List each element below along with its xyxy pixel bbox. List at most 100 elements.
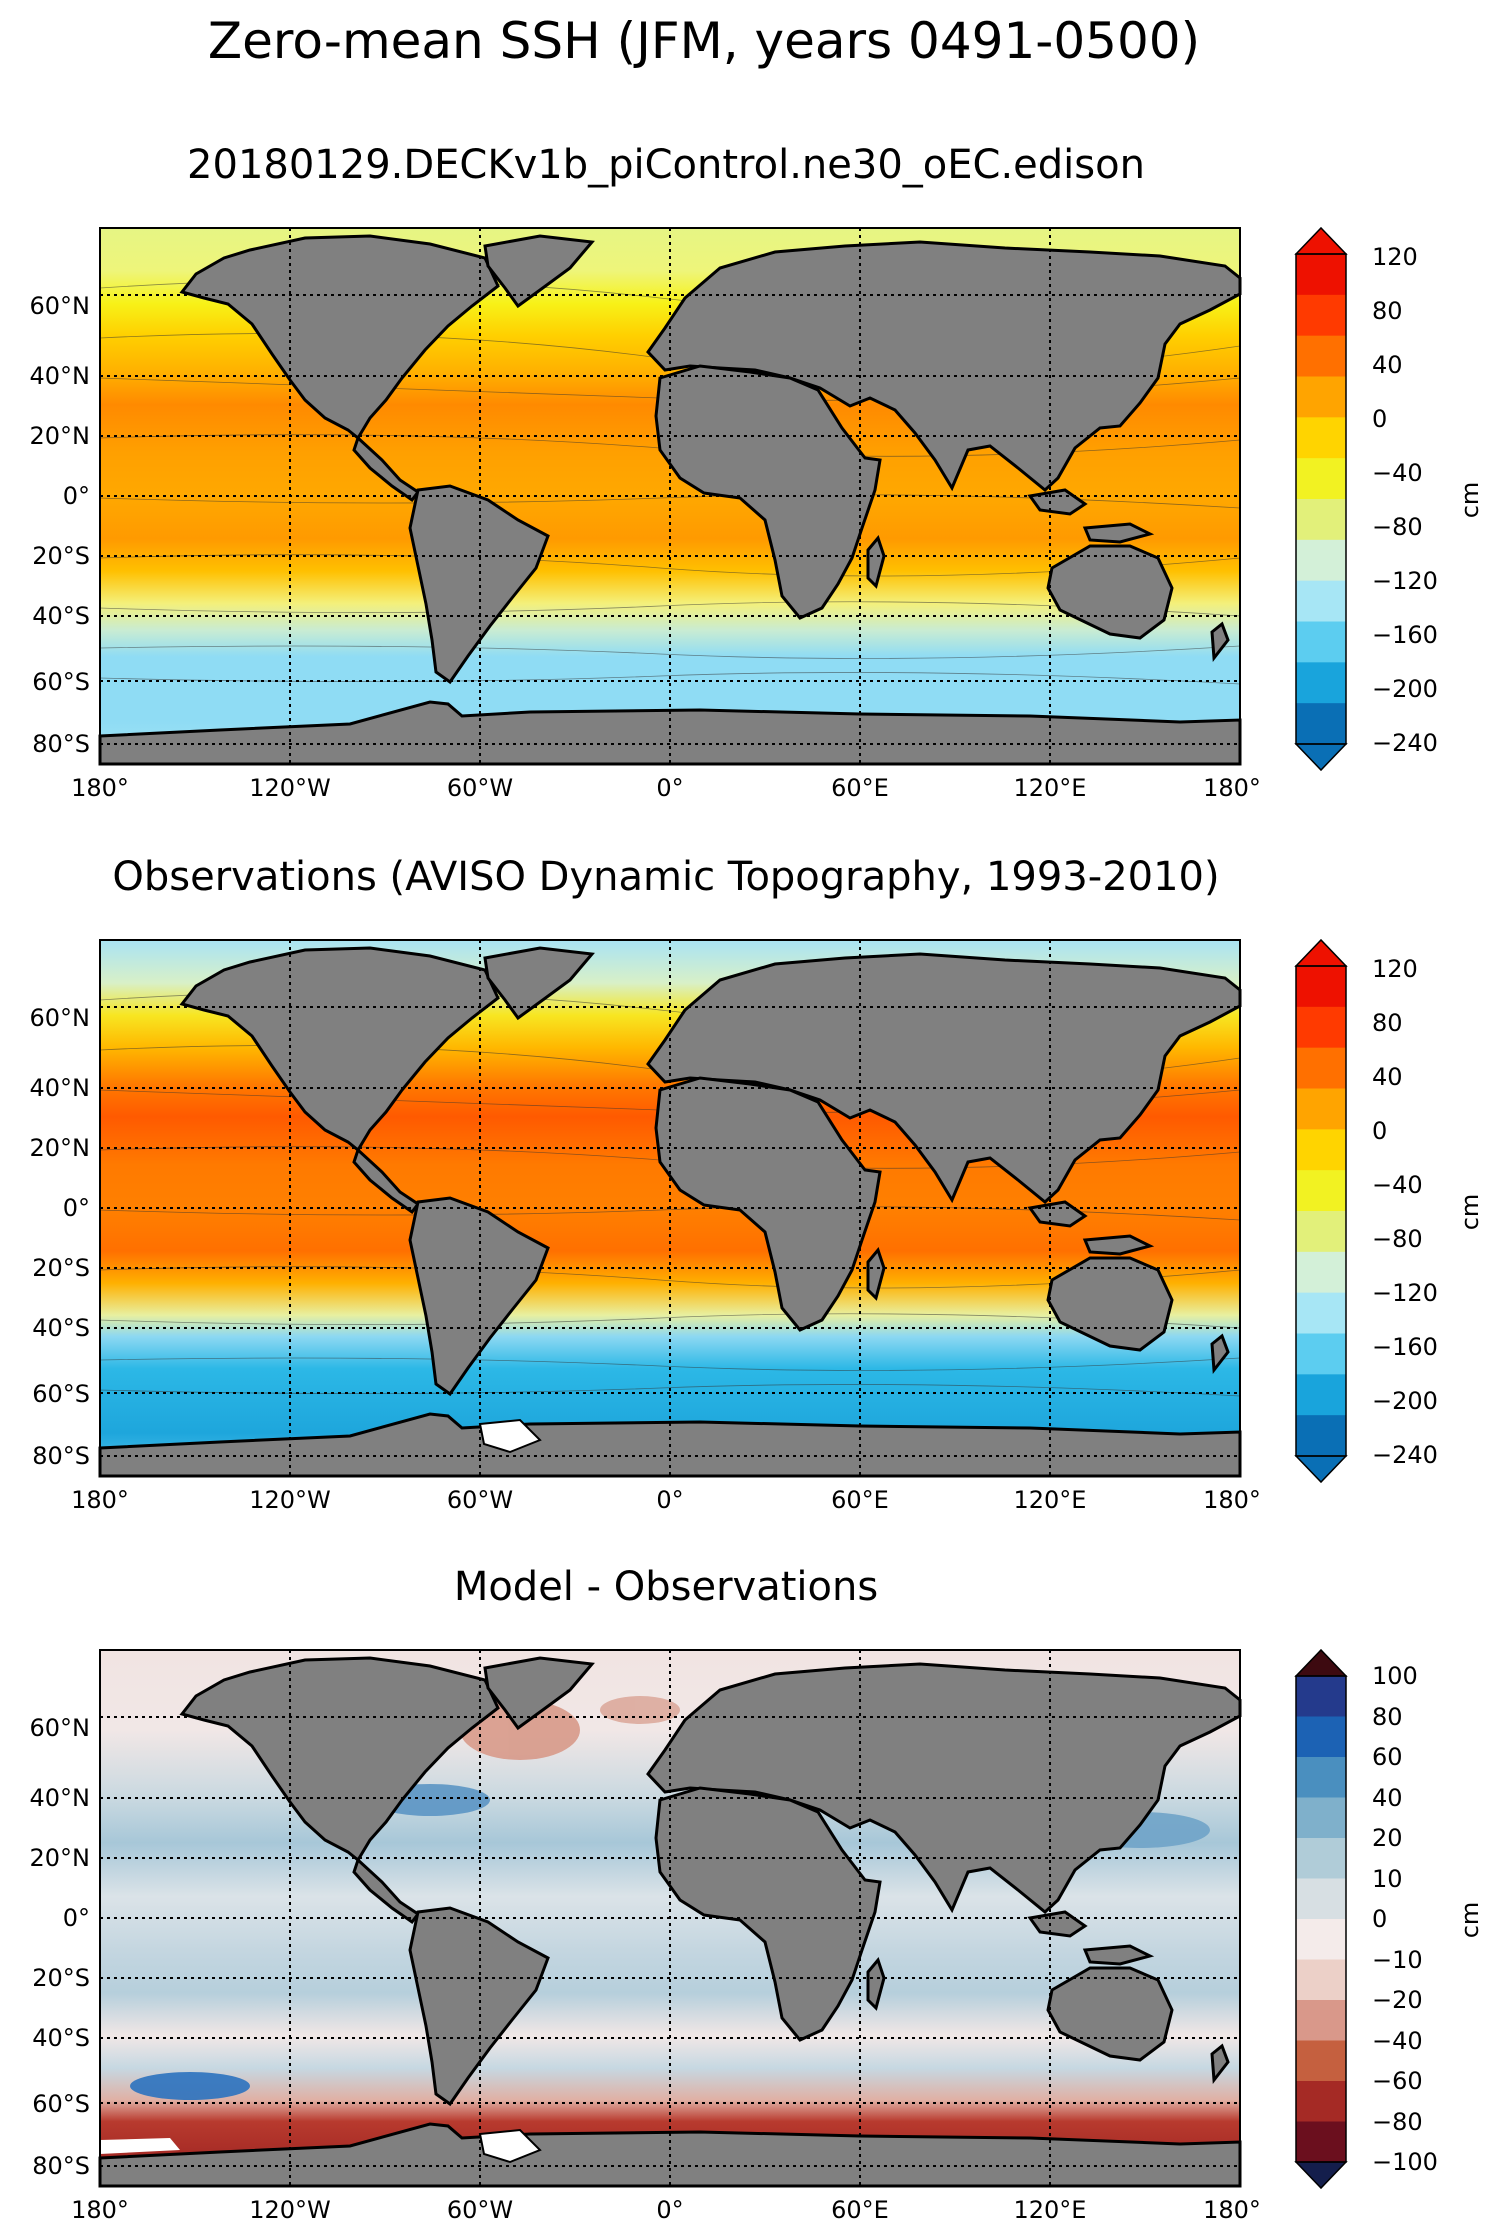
xtick-label: 120°E [1014, 1486, 1087, 1514]
gridlines-difference [100, 1650, 1240, 2186]
panel-difference: Model - Observations [30, 1564, 1485, 2224]
colorbar-tick: −40 [1372, 459, 1423, 487]
panel-model: 20180129.DECKv1b_piControl.ne30_oEC.edis… [30, 142, 1485, 802]
ytick-label: 60°S [32, 1380, 90, 1408]
figure-title: Zero-mean SSH (JFM, years 0491-0500) [208, 12, 1200, 70]
colorbar-tick: −200 [1372, 675, 1438, 703]
panel-observations: Observations (AVISO Dynamic Topography, … [30, 854, 1485, 1514]
colorbar-tick: −20 [1372, 1986, 1423, 2014]
colorbar-tick: −10 [1372, 1946, 1423, 1974]
ytick-label: 40°N [30, 1074, 91, 1102]
colorbar-segment [1296, 1676, 1346, 1717]
colorbar-segment [1296, 294, 1346, 337]
colorbar-segment [1296, 1170, 1346, 1212]
xtick-label: 180° [1203, 2196, 1261, 2224]
xtick-label: 180° [71, 2196, 129, 2224]
colorbar-tick: −40 [1372, 1171, 1423, 1199]
colorbar-segment [1296, 1006, 1346, 1049]
colorbar-tick: 0 [1372, 1117, 1387, 1145]
colorbar-label: cm [1456, 482, 1484, 519]
colorbar-tick: 60 [1372, 1743, 1403, 1771]
xtick-label: 120°W [249, 2196, 331, 2224]
colorbar-segment [1296, 458, 1346, 500]
colorbar-tick: −120 [1372, 1279, 1438, 1307]
xtick-label: 120°E [1014, 774, 1087, 802]
map-model [98, 227, 1242, 766]
ytick-label: 20°N [30, 1844, 91, 1872]
colorbar-segment [1296, 2121, 1346, 2163]
colorbar-difference: 100 80 60 40 20 10 0 −10 −20 −40 −60 −80… [1294, 1648, 1484, 2190]
colorbar-segment [1296, 580, 1346, 622]
colorbar-segment [1296, 1292, 1346, 1334]
ytick-label: 20°N [30, 1134, 91, 1162]
xtick-label: 0° [656, 1486, 683, 1514]
xtick-label: 180° [1203, 1486, 1261, 1514]
colorbar-label: cm [1456, 1902, 1484, 1939]
colorbar-tick: 0 [1372, 1905, 1387, 1933]
ytick-label: 60°N [30, 292, 91, 320]
colorbar-segment [1296, 254, 1346, 296]
ytick-label: 0° [63, 482, 90, 510]
panel-title-model: 20180129.DECKv1b_piControl.ne30_oEC.edis… [187, 142, 1145, 188]
ytick-label: 40°S [32, 1314, 90, 1342]
ytick-labels-observations: 60°N 40°N 20°N 0° 20°S 40°S 60°S 80°S [30, 1004, 91, 1470]
xtick-label: 120°W [249, 774, 331, 802]
ytick-label: 40°S [32, 2024, 90, 2052]
xtick-label: 60°W [447, 1486, 513, 1514]
colorbar-model: 120 80 40 0 −40 −80 −120 −160 −200 −240 … [1294, 226, 1484, 772]
xtick-label: 120°E [1014, 2196, 1087, 2224]
colorbar-segment [1296, 1959, 1346, 2001]
xtick-label: 60°W [447, 2196, 513, 2224]
gridlines-observations [100, 940, 1240, 1476]
panel-title-difference: Model - Observations [454, 1564, 878, 1610]
gridlines-model [100, 228, 1240, 764]
colorbar-segment [1296, 1251, 1346, 1294]
colorbar-extend-max [1294, 1648, 1348, 1677]
xtick-label: 0° [656, 2196, 683, 2224]
colorbar-segment [1296, 621, 1346, 663]
colorbar-segment [1296, 2081, 1346, 2122]
xtick-label: 60°E [831, 1486, 889, 1514]
ytick-label: 40°N [30, 362, 91, 390]
colorbar-tick: −60 [1372, 2067, 1423, 2095]
colorbar-segment [1296, 539, 1346, 582]
ytick-labels-model: 60°N 40°N 20°N 0° 20°S 40°S 60°S 80°S [30, 292, 91, 758]
ytick-label: 60°S [32, 2090, 90, 2118]
ytick-label: 80°S [32, 1442, 90, 1470]
ytick-label: 60°N [30, 1004, 91, 1032]
colorbar-extend-max [1294, 226, 1348, 255]
colorbar-tick: −240 [1372, 1441, 1438, 1469]
xtick-label: 0° [656, 774, 683, 802]
masked-region [478, 2128, 542, 2164]
panel-title-observations: Observations (AVISO Dynamic Topography, … [112, 854, 1219, 900]
ytick-label: 60°N [30, 1714, 91, 1742]
colorbar-tick: −120 [1372, 567, 1438, 595]
colorbar-tick: −240 [1372, 729, 1438, 757]
colorbar-segment [1296, 417, 1346, 459]
colorbar-tick: 120 [1372, 243, 1418, 271]
xtick-label: 60°E [831, 774, 889, 802]
colorbar-tick: −40 [1372, 2027, 1423, 2055]
colorbar-segment [1296, 335, 1346, 377]
colorbar-tick: −80 [1372, 513, 1423, 541]
xtick-label: 180° [1203, 774, 1261, 802]
colorbar-segment [1296, 2000, 1346, 2041]
ytick-labels-difference: 60°N 40°N 20°N 0° 20°S 40°S 60°S 80°S [30, 1714, 91, 2180]
colorbar-segment [1296, 1878, 1346, 1920]
map-observations [98, 939, 1242, 1478]
colorbar-tick: 40 [1372, 1063, 1403, 1091]
colorbar-segment [1296, 1129, 1346, 1171]
colorbar-tick: 10 [1372, 1865, 1403, 1893]
masked-region [100, 2138, 180, 2154]
colorbar-tick: 80 [1372, 1009, 1403, 1037]
colorbar-segment [1296, 1088, 1346, 1130]
colorbar-segment [1296, 2040, 1346, 2082]
xtick-label: 120°W [249, 1486, 331, 1514]
colorbar-observations: 120 80 40 0 −40 −80 −120 −160 −200 −240 … [1294, 938, 1484, 1484]
colorbar-segment [1296, 1797, 1346, 1839]
ytick-label: 0° [63, 1904, 90, 1932]
colorbar-tick: 80 [1372, 1703, 1403, 1731]
colorbar-label: cm [1456, 1194, 1484, 1231]
colorbar-tick: 40 [1372, 1784, 1403, 1812]
ytick-label: 60°S [32, 668, 90, 696]
